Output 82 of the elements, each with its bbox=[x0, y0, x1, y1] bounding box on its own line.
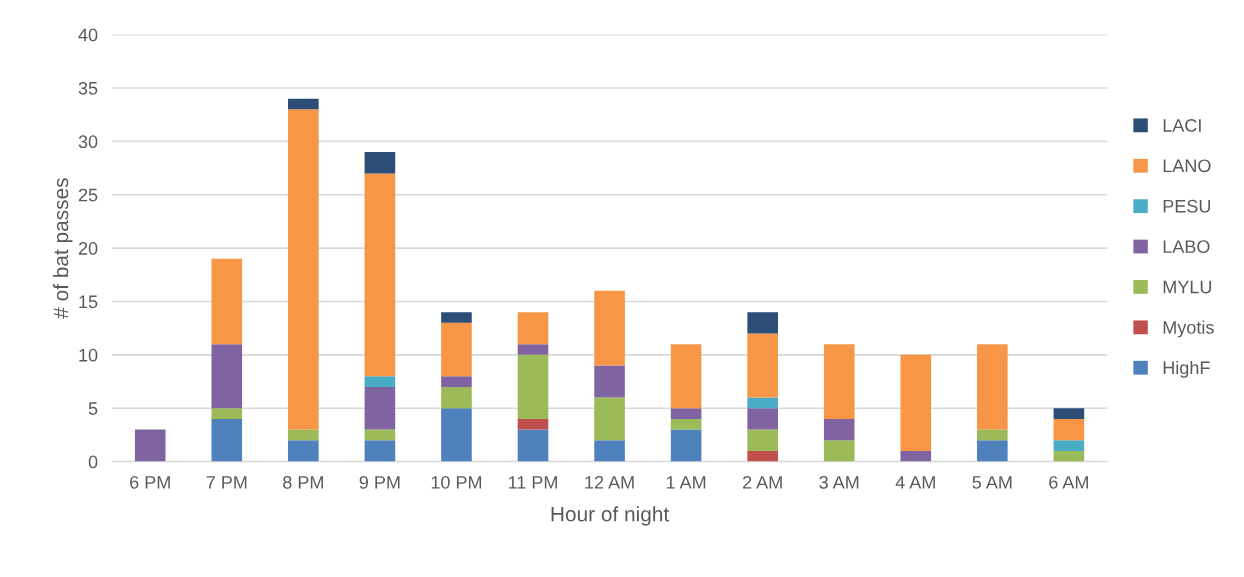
bar bbox=[594, 440, 625, 462]
bar bbox=[1053, 418, 1085, 441]
y-tick-label: 5 bbox=[88, 402, 98, 415]
bar bbox=[1053, 440, 1085, 451]
bar bbox=[594, 290, 625, 366]
bar bbox=[747, 397, 778, 409]
x-tick-label: 5 AM bbox=[972, 476, 1012, 489]
bar bbox=[441, 376, 472, 387]
bar bbox=[288, 109, 319, 430]
legend-label: HighF bbox=[1163, 360, 1210, 378]
bar bbox=[441, 386, 472, 409]
bar bbox=[670, 344, 702, 409]
y-tick-label: 40 bbox=[78, 28, 98, 42]
x-tick-label: 7 PM bbox=[206, 476, 247, 489]
bar bbox=[977, 429, 1008, 441]
bar bbox=[517, 354, 549, 419]
x-axis-title: Hour of night bbox=[551, 506, 670, 526]
bar bbox=[1053, 408, 1085, 419]
bar bbox=[594, 365, 625, 398]
x-tick-label: 12 AM bbox=[585, 475, 634, 489]
bar bbox=[517, 344, 549, 355]
x-tick-label: 10 PM bbox=[431, 475, 482, 489]
bar bbox=[747, 312, 778, 334]
bar bbox=[134, 429, 166, 462]
bar bbox=[900, 354, 932, 451]
x-tick-label: 8 PM bbox=[283, 475, 323, 489]
x-tick-label: 4 AM bbox=[895, 476, 935, 489]
y-tick-label: 35 bbox=[78, 81, 98, 95]
x-tick-label: 9 PM bbox=[359, 475, 400, 489]
bar bbox=[364, 386, 396, 430]
bar bbox=[977, 344, 1008, 430]
bar bbox=[823, 344, 855, 419]
bar bbox=[364, 376, 396, 387]
bar bbox=[670, 418, 702, 430]
x-tick-label: 6 PM bbox=[130, 475, 170, 489]
bar bbox=[747, 333, 778, 398]
bar bbox=[441, 408, 472, 462]
bar bbox=[977, 440, 1008, 462]
bar bbox=[670, 429, 702, 462]
bar bbox=[594, 397, 625, 441]
bar bbox=[823, 418, 855, 441]
bar bbox=[441, 322, 472, 377]
x-tick-label: 1 AM bbox=[666, 476, 706, 489]
bar bbox=[441, 312, 472, 323]
x-tick-label: 3 AM bbox=[819, 475, 859, 489]
bar bbox=[364, 173, 396, 377]
bar bbox=[288, 429, 319, 441]
bar bbox=[747, 408, 778, 430]
y-tick-label: 10 bbox=[79, 348, 98, 362]
y-tick-label: 15 bbox=[79, 295, 98, 309]
x-tick-label: 11 PM bbox=[508, 476, 557, 489]
y-tick-label: 0 bbox=[88, 455, 98, 469]
x-tick-label: 6 AM bbox=[1049, 475, 1088, 489]
bar bbox=[517, 312, 549, 345]
y-tick-label: 20 bbox=[78, 242, 98, 255]
bar bbox=[211, 344, 243, 409]
bar bbox=[517, 418, 549, 430]
bar bbox=[517, 429, 549, 462]
y-tick-label: 25 bbox=[78, 188, 98, 202]
legend-label: PESU bbox=[1163, 199, 1211, 213]
bar bbox=[747, 429, 778, 451]
bar bbox=[288, 440, 319, 462]
bar bbox=[211, 408, 243, 419]
bar bbox=[211, 418, 243, 462]
bar bbox=[364, 152, 396, 174]
bar bbox=[900, 450, 932, 462]
bar bbox=[288, 98, 319, 110]
legend-label: MYLU bbox=[1163, 280, 1212, 294]
bar bbox=[364, 440, 396, 462]
bar bbox=[211, 258, 243, 345]
legend-label: LANO bbox=[1163, 159, 1211, 173]
bar bbox=[1053, 450, 1085, 462]
bar bbox=[670, 408, 702, 419]
bar bbox=[747, 450, 778, 462]
bar bbox=[823, 440, 855, 462]
legend-label: Myotis bbox=[1163, 320, 1214, 338]
bar bbox=[364, 429, 396, 441]
y-axis-title: # of bat passes bbox=[53, 178, 73, 319]
legend-label: LABO bbox=[1163, 240, 1210, 253]
legend-label: LACI bbox=[1163, 119, 1201, 132]
x-tick-label: 2 AM bbox=[743, 475, 782, 489]
y-tick-label: 30 bbox=[78, 135, 98, 149]
